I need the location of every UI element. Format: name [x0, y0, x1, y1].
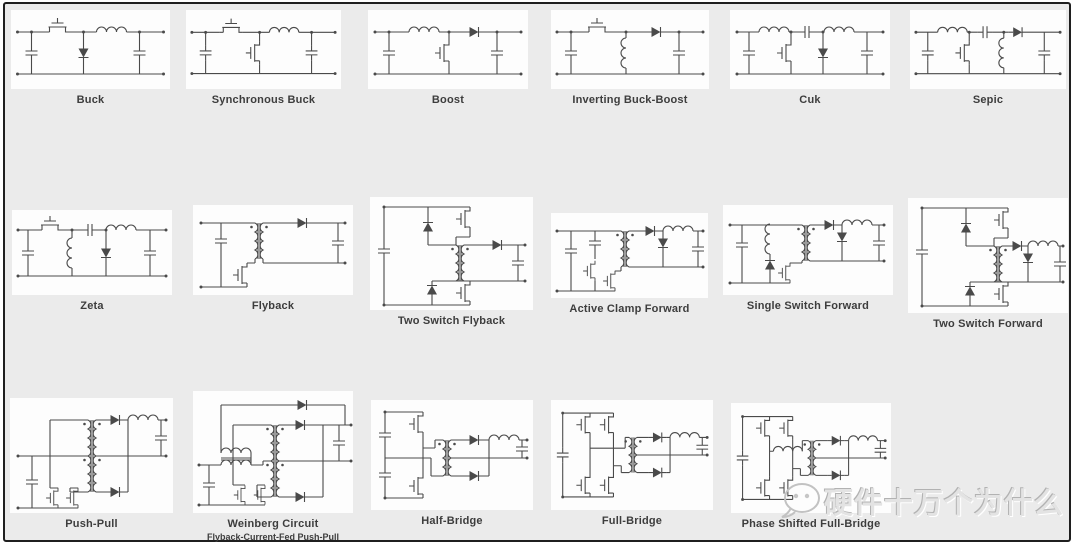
sepic-schematic [914, 25, 1062, 76]
buck-schematic [16, 17, 165, 76]
circuit-card-phase-shifted-full-bridge: Phase Shifted Full-Bridge [731, 403, 891, 530]
circuit-card-inverting-buck-boost: Inverting Buck-Boost [551, 10, 709, 106]
circuit-label: Boost [431, 94, 465, 106]
circuit-card-cuk: Cuk [730, 10, 890, 106]
circuit-label: Buck [76, 94, 105, 106]
diagram-border-frame [3, 2, 1071, 542]
circuit-card-push-pull: Push-Pull [10, 398, 173, 530]
circuit-label: Single Switch Forward [746, 300, 870, 312]
phase-shifted-full-bridge-schematic [736, 415, 887, 501]
circuit-label: Phase Shifted Full-Bridge [741, 518, 881, 530]
single-switch-forward-schematic [728, 219, 886, 285]
circuit-label: Push-Pull [65, 518, 118, 530]
zeta-schematic [16, 215, 168, 278]
circuit-label: Synchronous Buck [211, 94, 316, 106]
two-switch-forward-schematic [915, 206, 1067, 308]
circuit-label: Inverting Buck-Boost [572, 94, 688, 106]
push-pull-schematic [16, 414, 168, 510]
half-bridge-schematic [378, 410, 529, 500]
active-clamp-forward-schematic [555, 225, 705, 293]
circuit-card-boost: Boost [368, 10, 528, 106]
circuit-card-buck: Buck [11, 10, 170, 106]
circuit-card-sepic: Sepic [910, 10, 1066, 106]
inverting-buck-boost-schematic [555, 17, 705, 76]
circuit-card-two-switch-forward: Two Switch Forward [908, 198, 1068, 330]
two-switch-flyback-schematic [377, 205, 527, 307]
circuit-label: Flyback [251, 300, 295, 312]
weinberg-circuit-schematic [197, 399, 353, 507]
circuit-label: Two Switch Flyback [397, 315, 506, 327]
boost-schematic [373, 26, 523, 76]
circuit-label: Active Clamp Forward [569, 303, 690, 315]
full-bridge-schematic [556, 411, 709, 499]
circuit-card-synchronous-buck: Synchronous Buck [186, 10, 341, 106]
circuit-label: Sepic [972, 94, 1004, 106]
circuit-card-flyback: Flyback [193, 205, 353, 312]
circuit-label: Zeta [80, 300, 104, 312]
circuit-label: Full-Bridge [601, 515, 663, 527]
circuit-label: Weinberg Circuit [227, 518, 319, 530]
circuit-card-weinberg: Weinberg Circuit Flyback-Current-Fed Pus… [193, 391, 353, 542]
circuit-label: Cuk [799, 94, 821, 106]
flyback-schematic [199, 217, 347, 289]
circuit-card-two-switch-flyback: Two Switch Flyback [370, 197, 533, 327]
circuit-card-zeta: Zeta [12, 210, 172, 312]
circuit-card-full-bridge: Full-Bridge [551, 400, 713, 527]
circuit-card-single-switch-forward: Single Switch Forward [723, 205, 893, 312]
cuk-schematic [735, 25, 885, 76]
synchronous-buck-schematic [190, 18, 337, 76]
circuit-card-active-clamp-forward: Active Clamp Forward [551, 213, 708, 315]
circuit-card-half-bridge: Half-Bridge [371, 400, 533, 527]
circuit-sublabel: Flyback-Current-Fed Push-Pull [206, 532, 340, 542]
circuit-label: Two Switch Forward [933, 318, 1043, 330]
circuit-label: Half-Bridge [421, 515, 483, 527]
